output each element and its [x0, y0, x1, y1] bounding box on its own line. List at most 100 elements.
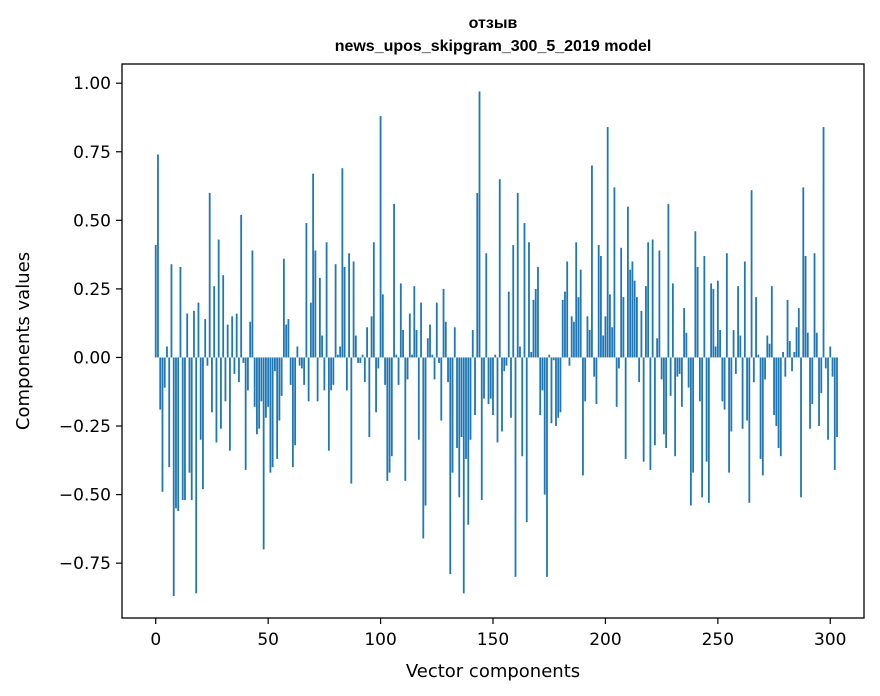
bar-component-197	[597, 245, 600, 358]
bar-component-42	[249, 321, 252, 358]
bar-component-247	[710, 283, 713, 358]
bar-component-256	[730, 357, 733, 432]
bar-component-124	[433, 357, 436, 380]
bar-component-138	[465, 357, 467, 459]
y-tick-label-5: −0.25	[59, 417, 111, 437]
bar-component-180	[559, 357, 562, 413]
bar-component-272	[766, 335, 769, 358]
bar-component-44	[253, 357, 256, 407]
bar-component-198	[600, 255, 602, 358]
bar-component-266	[752, 357, 755, 383]
bar-component-151	[494, 354, 497, 358]
bar-component-254	[725, 253, 728, 358]
bar-component-170	[537, 266, 539, 358]
bar-component-110	[402, 330, 404, 358]
bar-component-136	[460, 357, 463, 437]
bar-component-91	[359, 357, 362, 363]
bar-component-179	[557, 357, 560, 418]
bar-component-202	[609, 294, 611, 358]
bar-component-108	[397, 357, 400, 385]
bar-component-194	[591, 165, 593, 358]
bar-component-263	[746, 357, 748, 421]
bar-component-119	[422, 357, 425, 539]
bar-component-133	[453, 327, 456, 358]
bar-component-99	[377, 357, 380, 369]
bar-component-131	[449, 357, 452, 575]
bar-component-100	[379, 116, 382, 358]
bar-component-257	[732, 330, 735, 358]
bar-component-102	[384, 357, 386, 385]
bar-component-231	[674, 357, 677, 457]
bar-component-220	[649, 357, 652, 470]
bar-component-200	[604, 316, 607, 358]
bar-component-293	[813, 253, 816, 358]
bar-component-185	[570, 316, 573, 358]
bar-component-171	[539, 357, 542, 416]
bar-component-22	[204, 319, 207, 358]
bar-component-127	[440, 357, 443, 421]
bar-component-40	[244, 357, 247, 470]
bar-component-249	[714, 346, 717, 358]
bar-component-6	[168, 357, 171, 468]
bar-component-77	[327, 357, 330, 451]
bar-component-28	[217, 239, 220, 358]
bar-component-122	[429, 324, 431, 358]
bar-component-276	[775, 357, 778, 427]
bar-component-285	[795, 327, 798, 358]
bar-component-230	[671, 283, 674, 358]
bar-component-227	[665, 357, 668, 448]
bar-component-69	[309, 302, 312, 358]
bar-component-47	[260, 357, 263, 402]
bar-component-264	[748, 357, 751, 503]
bar-component-71	[314, 250, 317, 358]
bar-component-211	[629, 269, 632, 358]
bar-component-299	[827, 357, 829, 440]
bar-component-186	[573, 321, 575, 358]
bar-component-250	[716, 280, 719, 358]
bar-component-112	[406, 357, 409, 380]
bar-component-243	[701, 357, 704, 498]
bar-component-159	[512, 245, 515, 358]
bar-component-48	[262, 357, 265, 550]
bar-component-104	[388, 357, 391, 473]
bar-component-207	[620, 247, 623, 358]
bar-component-296	[820, 357, 823, 394]
bar-component-103	[386, 357, 389, 481]
bar-component-18	[195, 357, 198, 594]
bar-component-181	[561, 299, 564, 358]
bar-component-27	[215, 357, 218, 443]
bar-component-36	[235, 313, 238, 358]
bar-component-55	[278, 357, 281, 421]
bar-component-219	[647, 242, 650, 358]
bar-component-157	[507, 291, 510, 358]
bar-component-79	[332, 357, 335, 385]
bar-component-208	[622, 297, 625, 358]
bar-component-268	[757, 354, 760, 358]
bar-component-210	[627, 206, 629, 358]
bar-component-153	[498, 179, 501, 358]
bar-component-130	[447, 357, 449, 383]
bar-component-258	[734, 357, 737, 374]
bar-component-68	[307, 357, 310, 402]
bar-component-242	[698, 357, 701, 402]
bar-component-31	[224, 357, 227, 402]
bar-component-262	[743, 261, 746, 358]
bar-component-155	[503, 357, 506, 372]
bar-component-302	[833, 357, 836, 470]
chart-title-line-1: отзыв	[469, 15, 518, 32]
bar-component-234	[680, 357, 683, 407]
bar-component-35	[233, 357, 236, 374]
x-tick-label-50: 50	[257, 630, 279, 650]
bar-component-267	[755, 297, 757, 358]
bar-component-169	[534, 288, 537, 358]
bar-component-223	[656, 338, 659, 358]
y-tick-label-1: 0.75	[73, 143, 111, 163]
bar-component-25	[211, 357, 213, 413]
bar-component-193	[588, 330, 591, 358]
x-tick-label-0: 0	[150, 630, 161, 650]
bar-component-167	[530, 351, 533, 358]
bar-component-294	[815, 332, 818, 358]
bar-component-135	[458, 357, 461, 498]
bar-component-172	[541, 357, 544, 391]
bar-component-142	[474, 357, 476, 416]
